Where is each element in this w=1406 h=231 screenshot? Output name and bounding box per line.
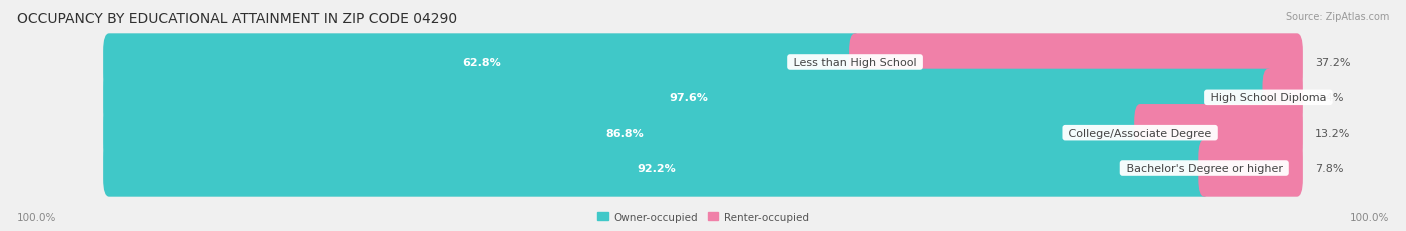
Text: 100.0%: 100.0% <box>17 212 56 222</box>
Text: College/Associate Degree: College/Associate Degree <box>1066 128 1215 138</box>
Text: 7.8%: 7.8% <box>1315 163 1343 173</box>
Text: High School Diploma: High School Diploma <box>1206 93 1330 103</box>
Text: OCCUPANCY BY EDUCATIONAL ATTAINMENT IN ZIP CODE 04290: OCCUPANCY BY EDUCATIONAL ATTAINMENT IN Z… <box>17 12 457 25</box>
Text: 62.8%: 62.8% <box>463 58 502 68</box>
Legend: Owner-occupied, Renter-occupied: Owner-occupied, Renter-occupied <box>593 208 813 226</box>
FancyBboxPatch shape <box>1263 69 1303 126</box>
FancyBboxPatch shape <box>1198 140 1303 197</box>
FancyBboxPatch shape <box>103 69 1303 126</box>
Text: 37.2%: 37.2% <box>1315 58 1350 68</box>
FancyBboxPatch shape <box>849 34 1303 91</box>
Text: Source: ZipAtlas.com: Source: ZipAtlas.com <box>1285 12 1389 21</box>
FancyBboxPatch shape <box>103 140 1211 197</box>
FancyBboxPatch shape <box>103 105 1303 162</box>
Text: 86.8%: 86.8% <box>605 128 644 138</box>
FancyBboxPatch shape <box>1135 105 1303 162</box>
Text: 92.2%: 92.2% <box>637 163 676 173</box>
FancyBboxPatch shape <box>103 140 1303 197</box>
Text: Bachelor's Degree or higher: Bachelor's Degree or higher <box>1122 163 1286 173</box>
FancyBboxPatch shape <box>103 34 1303 91</box>
Text: 100.0%: 100.0% <box>1350 212 1389 222</box>
Text: 13.2%: 13.2% <box>1315 128 1350 138</box>
Text: 97.6%: 97.6% <box>669 93 709 103</box>
Text: Less than High School: Less than High School <box>790 58 920 68</box>
Text: 2.4%: 2.4% <box>1315 93 1343 103</box>
FancyBboxPatch shape <box>103 105 1146 162</box>
FancyBboxPatch shape <box>103 69 1274 126</box>
FancyBboxPatch shape <box>103 34 860 91</box>
